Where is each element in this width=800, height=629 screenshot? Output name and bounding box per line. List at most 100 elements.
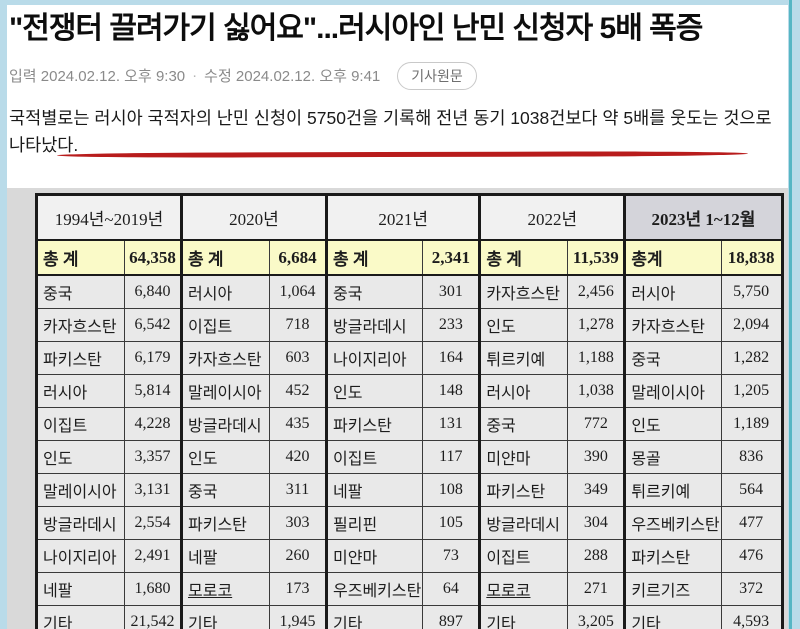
total-label-cell: 총 계 xyxy=(180,239,270,276)
country-cell: 튀르키예 xyxy=(478,341,569,375)
country-cell: 카자흐스탄 xyxy=(623,308,722,342)
value-cell: 836 xyxy=(720,440,783,474)
article-meta: 입력 2024.02.12. 오후 9:30 · 수정 2024.02.12. … xyxy=(9,61,786,90)
value-cell: 148 xyxy=(422,374,481,408)
value-cell: 477 xyxy=(720,506,783,540)
year-header: 1994년~2019년 xyxy=(36,194,182,241)
value-cell: 2,094 xyxy=(720,308,783,342)
total-label-cell: 총계 xyxy=(623,239,722,276)
total-value-cell: 64,358 xyxy=(124,239,182,276)
country-cell: 파키스탄 xyxy=(324,407,424,441)
country-cell: 러시아 xyxy=(36,374,125,408)
body-text-prefix: 국적별로는 xyxy=(9,107,95,128)
total-label-cell: 총 계 xyxy=(324,239,424,276)
country-cell: 몽골 xyxy=(623,440,722,474)
value-cell: 1,189 xyxy=(720,407,783,441)
country-cell: 우즈베키스탄 xyxy=(623,506,722,540)
country-cell: 중국 xyxy=(180,473,270,507)
country-cell: 인도 xyxy=(623,407,722,441)
value-cell: 131 xyxy=(422,407,481,441)
value-cell: 1,064 xyxy=(269,274,327,309)
value-cell: 2,456 xyxy=(567,274,626,309)
total-row: 총 계 64,358 총 계 6,684 총 계 2,341 총 계 11,539 총계 18,8… xyxy=(36,239,783,276)
country-cell: 인도 xyxy=(36,440,125,474)
frame-teal-line xyxy=(789,0,792,629)
value-cell: 6,840 xyxy=(124,274,182,309)
country-cell: 방글라데시 xyxy=(36,506,125,540)
country-cell: 기타 xyxy=(623,605,722,629)
country-cell: 미얀마 xyxy=(324,539,424,573)
country-cell: 이집트 xyxy=(324,440,424,474)
country-cell: 모로코 xyxy=(180,572,270,606)
value-cell: 420 xyxy=(269,440,327,474)
value-cell: 390 xyxy=(567,440,626,474)
value-cell: 3,131 xyxy=(124,473,182,507)
country-cell: 중국 xyxy=(623,341,722,375)
value-cell: 5,814 xyxy=(124,374,182,408)
country-cell: 중국 xyxy=(324,274,424,309)
country-cell: 러시아 xyxy=(180,274,270,309)
value-cell: 311 xyxy=(269,473,327,507)
value-cell: 1,282 xyxy=(720,341,783,375)
country-cell: 네팔 xyxy=(180,539,270,573)
country-cell: 네팔 xyxy=(324,473,424,507)
value-cell: 173 xyxy=(269,572,327,606)
country-cell: 이집트 xyxy=(180,308,270,342)
original-article-button[interactable]: 기사원문 xyxy=(397,61,477,90)
value-cell: 718 xyxy=(269,308,327,342)
value-cell: 1,680 xyxy=(124,572,182,606)
value-cell: 3,357 xyxy=(124,440,182,474)
value-cell: 64 xyxy=(422,572,481,606)
value-cell: 897 xyxy=(422,605,481,629)
value-cell: 304 xyxy=(567,506,626,540)
article-title: "전쟁터 끌려가기 싫어요"...러시아인 난민 신청자 5배 폭증 xyxy=(9,12,703,45)
country-cell: 인도 xyxy=(180,440,270,474)
country-cell: 파키스탄 xyxy=(623,539,722,573)
value-cell: 303 xyxy=(269,506,327,540)
country-cell: 말레이시아 xyxy=(623,374,722,408)
country-cell: 키르기즈 xyxy=(623,572,722,606)
country-cell: 말레이시아 xyxy=(36,473,125,507)
country-cell: 미얀마 xyxy=(478,440,569,474)
table-row: 나이지리아 2,491 네팔 260 미얀마 73 이집트 288 파키스탄 476 xyxy=(36,539,783,573)
table-row: 인도 3,357 인도 420 이집트 117 미얀마 390 몽골 836 xyxy=(36,440,783,474)
table-row: 방글라데시 2,554 파키스탄 303 필리핀 105 방글라데시 304 우즈베키스탄 477 xyxy=(36,506,783,540)
value-cell: 3,205 xyxy=(567,605,626,629)
table-row: 중국 6,840 러시아 1,064 중국 301 카자흐스탄 2,456 러시아 5,750 xyxy=(36,274,783,309)
total-value-cell: 2,341 xyxy=(422,239,481,276)
value-cell: 5,750 xyxy=(720,274,783,309)
value-cell: 1,945 xyxy=(269,605,327,629)
year-header: 2020년 xyxy=(180,194,327,241)
country-cell: 인도 xyxy=(324,374,424,408)
table-row: 러시아 5,814 말레이시아 452 인도 148 러시아 1,038 말레이시아 1,205 xyxy=(36,374,783,408)
value-cell: 233 xyxy=(422,308,481,342)
country-cell: 말레이시아 xyxy=(180,374,270,408)
country-cell: 기타 xyxy=(36,605,125,629)
value-cell: 73 xyxy=(422,539,481,573)
country-cell: 이집트 xyxy=(36,407,125,441)
year-header: 2022년 xyxy=(478,194,626,241)
country-cell: 기타 xyxy=(324,605,424,629)
country-cell: 필리핀 xyxy=(324,506,424,540)
country-cell: 기타 xyxy=(180,605,270,629)
body-text-underlined: 러시아 국적자의 난민 신청이 5750건을 기록해 전년 동기 1038건보다… xyxy=(94,107,666,128)
country-cell: 우즈베키스탄 xyxy=(324,572,424,606)
value-cell: 772 xyxy=(567,407,626,441)
total-label-cell: 총 계 xyxy=(36,239,125,276)
country-cell: 인도 xyxy=(478,308,569,342)
table-row: 네팔 1,680 모로코 173 우즈베키스탄 64 모로코 271 키르기즈 372 xyxy=(36,572,783,606)
value-cell: 271 xyxy=(567,572,626,606)
table-row: 기타 21,542 기타 1,945 기타 897 기타 3,205 기타 4,593 xyxy=(36,605,783,629)
published-timestamp: 입력 2024.02.12. 오후 9:30 xyxy=(9,68,186,86)
table-row: 카자흐스탄 6,542 이집트 718 방글라데시 233 인도 1,278 카자흐스탄 2,09… xyxy=(36,308,783,342)
value-cell: 452 xyxy=(269,374,327,408)
country-cell: 카자흐스탄 xyxy=(478,274,569,309)
value-cell: 4,593 xyxy=(720,605,783,629)
year-header: 2023년 1~12월 xyxy=(623,194,783,241)
value-cell: 105 xyxy=(422,506,481,540)
value-cell: 6,542 xyxy=(124,308,182,342)
value-cell: 108 xyxy=(422,473,481,507)
country-cell: 카자흐스탄 xyxy=(180,341,270,375)
modified-timestamp: 수정 2024.02.12. 오후 9:41 xyxy=(204,68,381,86)
